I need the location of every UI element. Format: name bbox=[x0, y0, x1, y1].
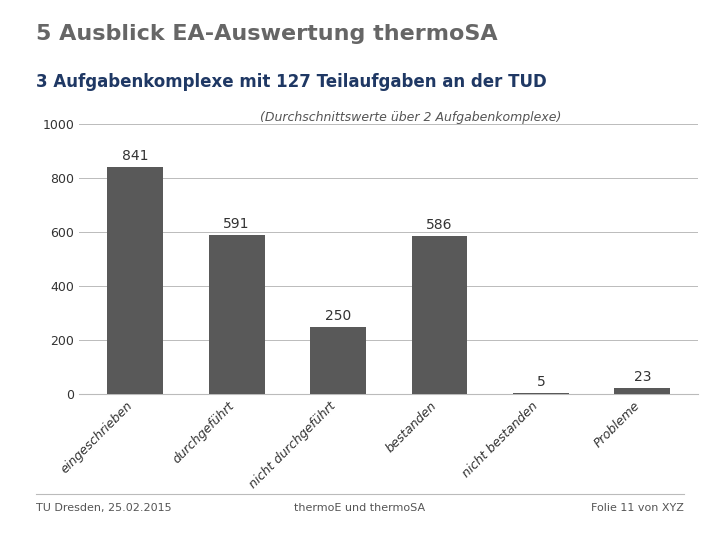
Text: TU Dresden, 25.02.2015: TU Dresden, 25.02.2015 bbox=[36, 503, 171, 512]
Text: 5: 5 bbox=[536, 375, 545, 389]
Bar bbox=[310, 327, 366, 394]
Text: 23: 23 bbox=[634, 370, 651, 384]
Text: 3 Aufgabenkomplexe mit 127 Teilaufgaben an der TUD: 3 Aufgabenkomplexe mit 127 Teilaufgaben … bbox=[36, 73, 546, 91]
Bar bbox=[513, 393, 569, 394]
Text: (Durchschnittswerte über 2 Aufgabenkomplexe): (Durchschnittswerte über 2 Aufgabenkompl… bbox=[260, 111, 561, 124]
Text: 5 Ausblick EA-Auswertung thermoSA: 5 Ausblick EA-Auswertung thermoSA bbox=[36, 24, 498, 44]
Text: 250: 250 bbox=[325, 309, 351, 322]
Bar bbox=[107, 167, 163, 394]
Text: Folie 11 von XYZ: Folie 11 von XYZ bbox=[591, 503, 684, 512]
Bar bbox=[614, 388, 670, 394]
Text: 586: 586 bbox=[426, 218, 453, 232]
Bar bbox=[412, 236, 467, 394]
Bar bbox=[209, 234, 264, 394]
Text: 591: 591 bbox=[223, 217, 250, 231]
Text: 841: 841 bbox=[122, 149, 148, 163]
Text: thermoE und thermoSA: thermoE und thermoSA bbox=[294, 503, 426, 512]
